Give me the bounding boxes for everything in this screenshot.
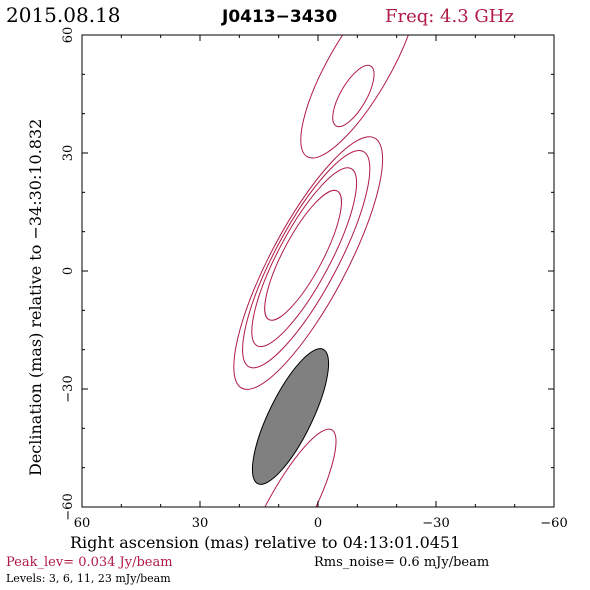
rms-noise: Rms_noise= 0.6 mJy/beam [314,555,489,570]
contour-core-23 [264,189,342,321]
contour-jet-6 [332,64,375,128]
axis-ticks [81,34,555,508]
contour-core-3 [233,136,384,390]
y-tick-label: 0 [61,267,76,275]
source-name: J0413−3430 [221,7,337,27]
contour-jet-3 [300,35,419,159]
plot-frame [81,34,555,508]
x-tick-label: 30 [192,516,209,531]
contour-layer [233,35,419,507]
x-tick-label: 60 [74,516,91,531]
tick-labels: 60 30 0 −30 −60 −60 −30 0 30 60 [61,27,568,531]
y-tick-label: 30 [61,145,76,162]
x-tick-label: 0 [314,516,322,531]
observation-date: 2015.08.18 [6,3,121,27]
contour-counter-3 [236,428,337,507]
restoring-beam [251,348,330,485]
contour-core-11 [251,167,358,348]
contour-levels: Levels: 3, 6, 11, 23 mJy/beam [6,572,171,585]
x-axis-title: Right ascension (mas) relative to 04:13:… [70,533,460,552]
x-tick-label: −30 [422,516,449,531]
x-tick-label: −60 [540,516,567,531]
contour-core-6 [242,150,371,369]
y-axis-title: Declination (mas) relative to −34:30:10.… [26,119,45,476]
y-tick-label: 60 [61,27,76,44]
frequency-label: Freq: 4.3 GHz [385,6,514,27]
y-tick-label: −30 [61,375,76,402]
peak-level: Peak_lev= 0.034 Jy/beam [6,555,173,570]
y-tick-label: −60 [61,493,76,520]
beam-layer [251,348,330,485]
